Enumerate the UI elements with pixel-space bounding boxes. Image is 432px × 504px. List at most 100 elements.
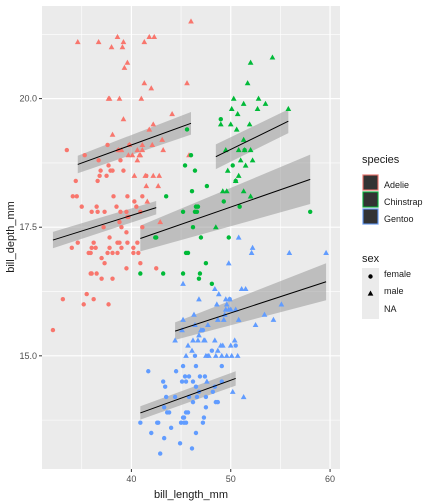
fit-lines [52,120,327,414]
fit-line [52,207,157,241]
data-point [278,301,285,307]
data-point [222,296,229,302]
data-point [166,410,172,415]
data-point [235,172,242,178]
legend-sex: sex female male NA [362,253,411,319]
data-point [138,420,143,425]
data-point [196,296,202,302]
data-point [95,39,102,45]
data-point [169,111,175,117]
data-point [102,209,107,214]
data-point [143,183,150,189]
data-point [190,225,196,230]
data-point [132,199,137,204]
data-point [121,64,128,70]
data-point [101,225,106,230]
legend-label-chinstrap: Chinstrap [384,197,423,207]
data-point [224,167,231,173]
data-point [94,271,99,276]
data-point [124,266,129,271]
data-point [188,152,194,158]
data-point [182,163,188,168]
data-point [99,276,104,281]
data-point [192,168,198,173]
data-point [146,369,151,374]
data-point [160,271,166,276]
data-point [120,116,127,122]
data-point [197,271,203,276]
data-point [107,245,112,250]
data-point [213,301,220,307]
data-point [194,209,200,214]
data-point [161,405,167,410]
y-axis-title: bill_depth_mm [5,201,17,273]
data-point [249,157,256,163]
data-point [69,245,75,250]
data-point [154,235,159,240]
data-point [223,352,230,358]
legend-key-swatch [362,208,379,225]
data-point [246,121,253,127]
data-point [110,276,115,281]
data-point [107,235,112,240]
data-point [244,80,251,86]
data-point [138,261,143,266]
fit-line [174,281,327,332]
data-point [255,95,262,101]
data-point [179,379,185,384]
data-point [163,394,169,400]
data-point [124,209,129,214]
data-point [125,152,132,158]
grid-major [42,6,340,469]
x-tick-label: 40 [126,474,136,484]
data-point [116,95,123,101]
data-point [214,316,221,322]
data-point [134,204,139,209]
data-point [173,369,179,374]
data-point [223,301,230,307]
data-point [270,316,277,322]
data-point [198,327,204,333]
data-point [183,352,189,358]
fit-line [215,120,289,158]
data-point [209,281,215,286]
data-point [156,172,163,178]
data-point [210,389,216,395]
data-point [285,105,292,111]
data-point [131,172,138,178]
data-point [180,363,186,369]
data-point [119,245,124,250]
data-point [105,250,110,256]
data-point [193,384,199,389]
data-point [81,302,86,307]
data-point [150,172,157,178]
data-point [181,415,187,420]
data-point [64,147,70,153]
confidence-band [52,200,157,249]
data-point [119,44,126,50]
legend-key-triangle [367,290,374,296]
data-point [219,342,226,348]
data-point [183,379,189,384]
data-point [95,209,100,214]
data-point [180,316,186,322]
axis-ticks: 40 50 60 15.0 17.5 20.0 [19,94,335,484]
y-tick-label: 20.0 [19,94,37,104]
legend-key-swatch [362,174,379,191]
data-point [91,297,96,302]
data-point [189,446,195,451]
fit-line [77,122,192,165]
data-point [136,250,141,256]
data-point [191,311,197,317]
data-point [137,152,144,158]
data-point [308,209,313,214]
data-point [180,271,186,276]
data-point [193,363,199,369]
data-point [228,352,235,358]
data-point [70,194,75,199]
data-point [189,189,195,194]
legend-label-na: NA [384,304,397,314]
data-point [190,337,196,343]
data-point [247,147,254,153]
data-point [240,188,247,194]
